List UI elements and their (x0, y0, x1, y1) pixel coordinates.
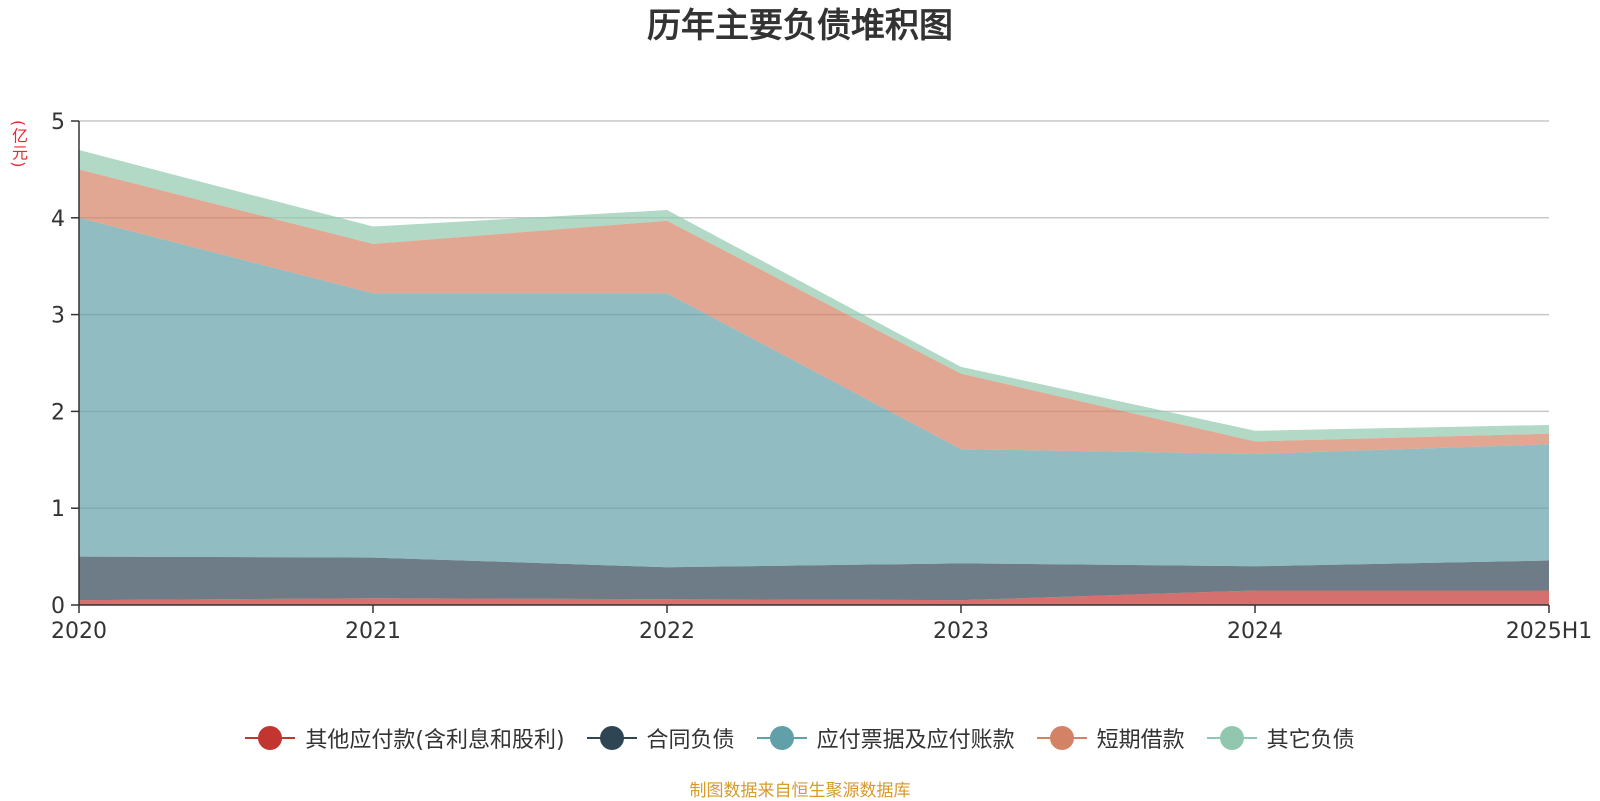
legend-label: 合同负债 (646, 728, 735, 753)
y-tick-label-0: 0 (51, 594, 65, 619)
area-series-1 (79, 556, 1549, 601)
legend-marker-icon (756, 726, 807, 750)
x-tick-label-2025H1: 2025H1 (1506, 619, 1593, 644)
legend-label: 其他应付款(含利息和股利) (305, 728, 565, 753)
legend-marker-icon (1206, 726, 1257, 750)
legend-item-2[interactable]: 应付票据及应付账款 (756, 722, 1015, 754)
x-tick-label-2023: 2023 (933, 619, 989, 644)
legend-item-0[interactable]: 其他应付款(含利息和股利) (245, 722, 565, 754)
legend-item-3[interactable]: 短期借款 (1036, 722, 1185, 754)
legend-item-4[interactable]: 其它负债 (1206, 722, 1355, 754)
chart-title: 历年主要负债堆积图 (647, 6, 953, 46)
x-tick-label-2020: 2020 (51, 619, 107, 644)
area-series-2 (79, 217, 1549, 568)
legend-marker-icon (586, 726, 637, 750)
x-tick-label-2024: 2024 (1227, 619, 1283, 644)
legend-label: 应付票据及应付账款 (816, 728, 1015, 753)
x-tick-label-2022: 2022 (639, 619, 695, 644)
y-axis-unit-label: (亿元) (9, 120, 28, 169)
x-tick-label-2021: 2021 (345, 619, 401, 644)
chart-legend: 其他应付款(含利息和股利) 合同负债 应付票据及应付账款 短期借款 其它负债 (0, 722, 1600, 754)
legend-marker-icon (1036, 726, 1087, 750)
data-source-note: 制图数据来自恒生聚源数据库 (689, 781, 911, 801)
legend-label: 短期借款 (1096, 728, 1185, 753)
y-tick-label-2: 2 (51, 400, 65, 425)
area-series-3 (79, 169, 1549, 454)
y-tick-label-1: 1 (51, 497, 65, 522)
area-series-4 (79, 150, 1549, 442)
area-series-0 (79, 590, 1549, 605)
legend-label: 其它负债 (1266, 728, 1355, 753)
y-tick-label-4: 4 (51, 207, 65, 232)
legend-item-1[interactable]: 合同负债 (586, 722, 735, 754)
y-tick-label-5: 5 (51, 110, 65, 135)
y-tick-label-3: 3 (51, 304, 65, 329)
legend-marker-icon (245, 726, 296, 750)
